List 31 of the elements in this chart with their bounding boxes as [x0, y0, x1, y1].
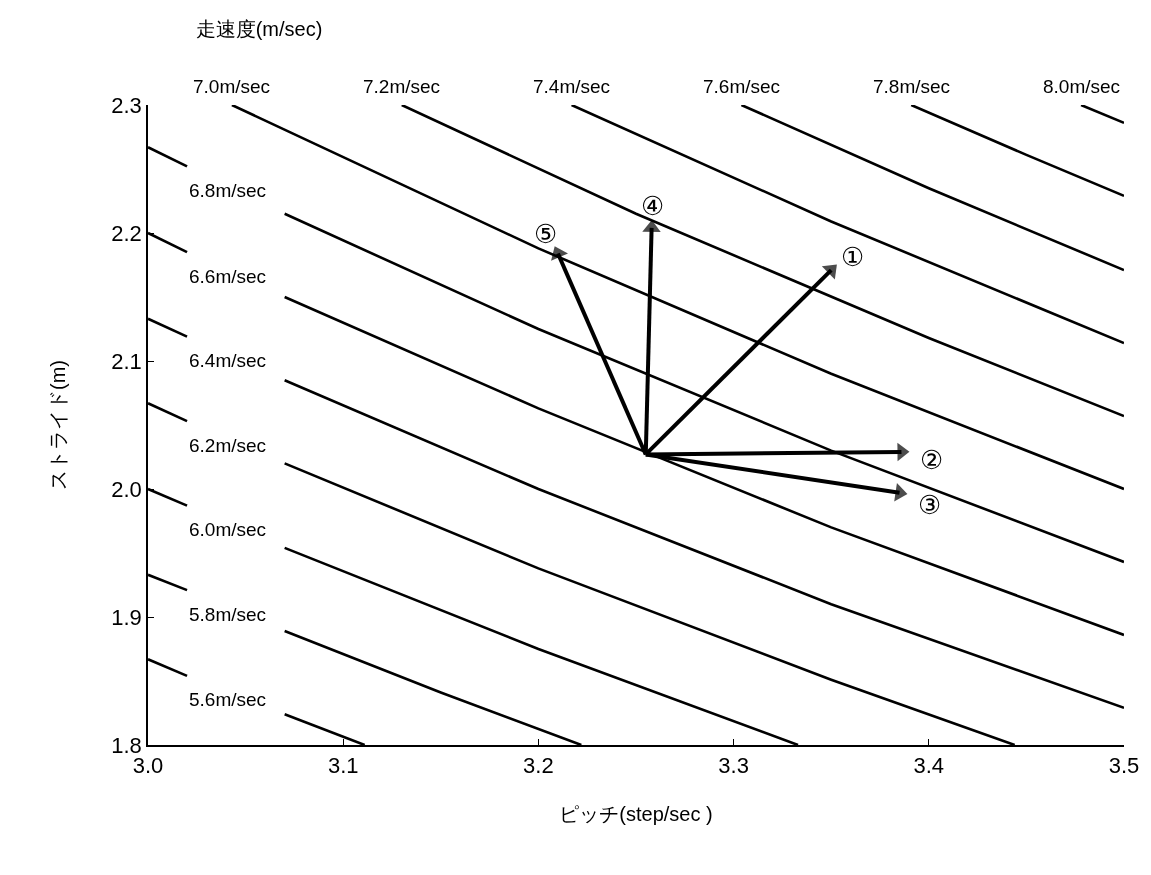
- series-label: 6.4m/sec: [189, 350, 267, 371]
- series-label: 5.8m/sec: [189, 604, 267, 625]
- series-label: 7.0m/sec: [193, 76, 271, 97]
- y-tick-label: 2.0: [111, 476, 142, 502]
- y-tick-label: 1.9: [111, 604, 142, 630]
- series-label: 7.2m/sec: [363, 76, 441, 97]
- series-label: ②: [920, 445, 944, 475]
- series-label: ④: [641, 191, 665, 221]
- y-tick-label: 2.3: [111, 92, 142, 118]
- series-label: ③: [918, 490, 942, 520]
- x-tick-label: 3.2: [523, 753, 554, 779]
- y-tick-label: 2.2: [111, 220, 142, 246]
- x-axis-title: ピッチ(step/sec ): [559, 803, 713, 826]
- series-label: 7.8m/sec: [873, 76, 951, 97]
- x-tick-label: 3.1: [327, 753, 359, 779]
- y-tick-label: 2.1: [111, 348, 142, 374]
- series-label: ①: [841, 242, 865, 272]
- series-label: ⑤: [534, 219, 558, 249]
- series-label: 6.8m/sec: [189, 180, 267, 201]
- y-axis-title: ストライド(m): [47, 360, 70, 490]
- series-label: 6.0m/sec: [189, 519, 267, 540]
- series-label: 6.2m/sec: [189, 435, 267, 456]
- chart-title: 走速度(m/sec): [195, 17, 323, 40]
- x-tick-label: 3.4: [913, 753, 945, 779]
- x-tick-label: 3.5: [1108, 753, 1140, 779]
- x-tick-label: 3.3: [718, 753, 749, 779]
- series-label: 7.4m/sec: [533, 76, 611, 97]
- series-label: 8.0m/sec: [1043, 76, 1121, 97]
- series-label: 6.6m/sec: [189, 266, 267, 287]
- series-label: 7.6m/sec: [703, 76, 781, 97]
- series-label: 5.6m/sec: [189, 689, 267, 710]
